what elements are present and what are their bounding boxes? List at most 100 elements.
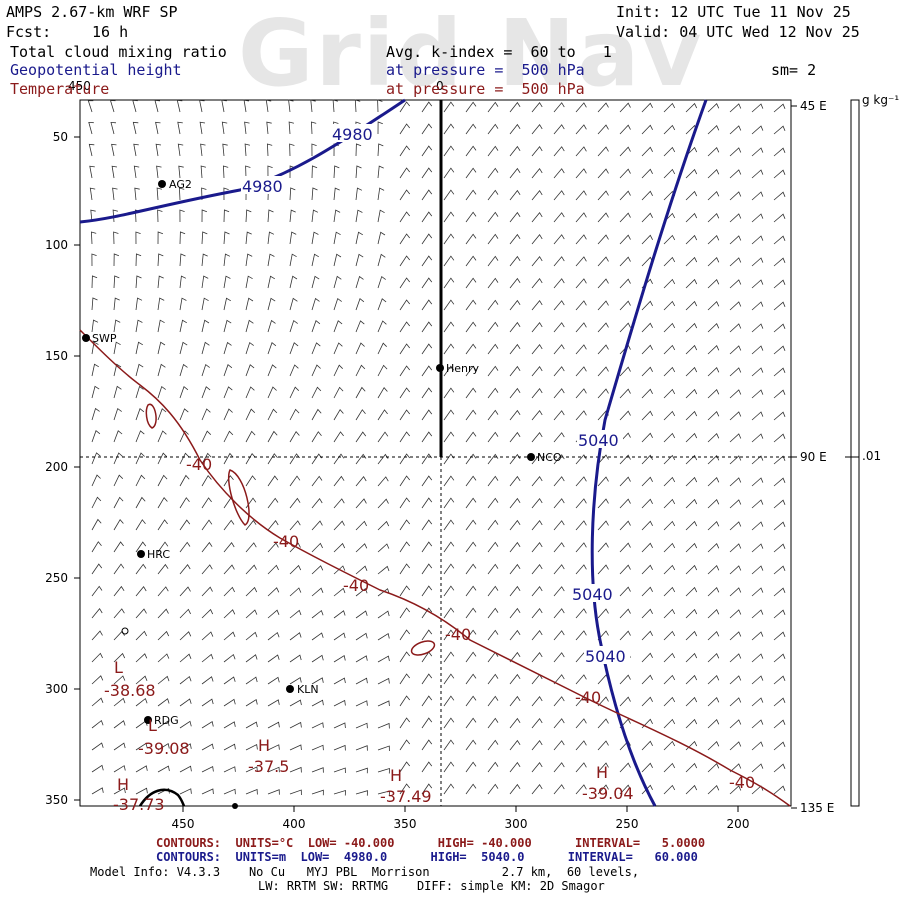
wind-barb (553, 542, 565, 553)
wind-barb (245, 341, 254, 355)
wind-barb (377, 231, 386, 245)
station-dot (232, 803, 238, 809)
wind-barb (223, 231, 230, 245)
wind-barb (531, 542, 543, 553)
wind-barb (641, 762, 653, 773)
wind-barb (751, 653, 764, 663)
init-time: Init: 12 UTC Tue 11 Nov 25 (616, 3, 851, 21)
wind-barb (487, 783, 499, 795)
wind-barb (553, 674, 565, 685)
wind-barb (399, 255, 411, 267)
wind-barb (179, 720, 192, 729)
wind-barb (685, 388, 698, 399)
wind-barb (751, 301, 764, 311)
wind-barb (267, 209, 274, 223)
wind-barb (487, 387, 499, 399)
wind-barb (223, 519, 235, 531)
wind-barb (487, 211, 499, 223)
wind-barb (707, 785, 720, 795)
wind-barb (707, 191, 720, 201)
wind-barb (663, 146, 676, 157)
wind-barb (111, 143, 117, 157)
wind-barb (751, 279, 764, 289)
wind-barb (663, 102, 676, 113)
wind-barb (245, 564, 257, 575)
wind-barb (465, 145, 477, 157)
wind-barb (333, 386, 344, 399)
wind-barb (509, 475, 521, 487)
wind-barb (729, 323, 742, 333)
wind-barb (531, 762, 543, 773)
wind-barb (289, 564, 302, 575)
wind-barb (201, 341, 210, 355)
wind-barb (553, 586, 565, 597)
wind-barb (509, 211, 521, 223)
wind-barb (421, 299, 433, 311)
wind-barb (443, 673, 455, 685)
wind-barb (531, 168, 543, 179)
wind-barb (619, 102, 631, 113)
wind-barb (245, 743, 258, 751)
station-label: Henry (446, 362, 480, 375)
wind-barb (223, 275, 231, 289)
wind-barb (465, 387, 477, 399)
wind-barb (201, 452, 212, 465)
wind-barb (311, 767, 324, 773)
wind-barb (267, 699, 280, 707)
wind-barb (575, 190, 587, 201)
wind-barb (377, 275, 386, 289)
wind-barb (244, 121, 250, 135)
wind-barb (245, 253, 253, 267)
wind-barb (509, 673, 521, 685)
wind-barb (575, 234, 587, 245)
wind-barb (113, 275, 120, 289)
wind-barb (465, 299, 477, 311)
wind-barb (399, 365, 411, 377)
wind-barb (399, 387, 411, 399)
wind-barb (509, 321, 521, 333)
wind-barb (355, 342, 365, 355)
wind-barb (773, 301, 786, 311)
wind-barb (245, 209, 252, 223)
wind-barb (135, 275, 142, 289)
wind-barb (509, 101, 521, 113)
wind-barb (553, 498, 565, 509)
wind-barb (619, 454, 631, 465)
wind-barb (575, 454, 587, 465)
wind-barb (553, 520, 565, 531)
wind-barb (663, 256, 676, 267)
wind-barb (377, 453, 389, 465)
wind-barb (443, 783, 455, 795)
wind-barb (487, 321, 499, 333)
wind-barb (663, 234, 676, 245)
wind-barb (355, 632, 368, 641)
wind-barb (267, 631, 280, 641)
wind-barb (155, 143, 162, 157)
wind-barb (245, 586, 258, 597)
wind-barb (597, 454, 609, 465)
wind-barb (553, 564, 565, 575)
wind-barb (729, 499, 742, 509)
wind-barb (553, 762, 565, 773)
wind-barb (245, 364, 255, 377)
wind-barb (222, 143, 228, 157)
wind-barb (267, 342, 277, 355)
wind-barb (641, 124, 653, 135)
wind-barb (751, 433, 764, 443)
wind-barb (355, 386, 366, 399)
wind-barb (487, 497, 499, 509)
wind-barbs (87, 99, 786, 797)
wind-barb (399, 541, 411, 553)
wind-barb (333, 654, 346, 663)
wind-barb (289, 209, 296, 223)
wind-barb (597, 366, 609, 377)
wind-barb (421, 343, 433, 355)
colorbar (850, 99, 860, 807)
high-symbol: H (596, 763, 608, 782)
x-tick-label: 350 (394, 817, 417, 831)
wind-barb (267, 386, 277, 399)
wind-barb (773, 543, 786, 553)
wind-barb (89, 165, 95, 179)
wind-barb (267, 475, 279, 487)
wind-barb (179, 608, 191, 619)
